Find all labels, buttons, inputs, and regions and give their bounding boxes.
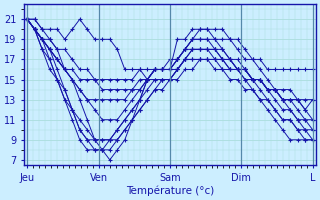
X-axis label: Température (°c): Température (°c) bbox=[126, 185, 214, 196]
